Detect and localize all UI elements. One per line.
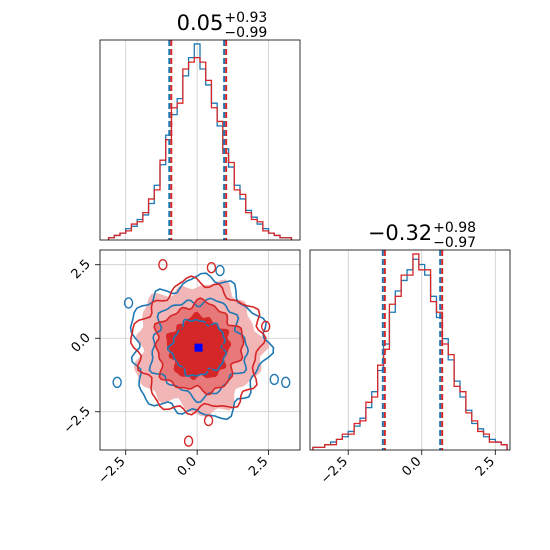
panel-1-title-minus: −0.99 [224,25,267,41]
x-tick-label: −2.5 [96,454,129,487]
red-contour-line [174,321,226,374]
panel-3-gridlines [347,250,496,450]
panel-2-frame [99,249,301,451]
panel-param-2-histogram: −0.32 +0.98 −0.97 −2.5 0.0 2.5 [309,220,511,487]
panel-2-outlier-contours [112,259,291,447]
x-tick-label: 2.5 [473,454,498,479]
red-contour-line [153,297,245,396]
panel-1-quantile-lines [168,40,228,240]
panel-2-x-ticks: −2.5 0.0 2.5 [96,450,271,487]
x-tick-label: 0.0 [175,454,200,479]
panel-3-quantile-lines [381,250,444,450]
panel-joint-contour: 2.5 0.0 −2.5 −2.5 0.0 2.5 [61,249,301,487]
y-tick-label: 2.5 [69,257,94,282]
panel-3-title: −0.32 [368,221,432,245]
panel-3-frame [309,249,511,451]
blue-contour-line [166,318,228,378]
outlier-contour [215,264,225,277]
blue-contour-line [129,272,275,421]
panel-1-title: 0.05 [177,11,224,35]
panel-3-title-median: −0.32 [368,221,432,245]
x-tick-label: 2.5 [246,454,271,479]
histogram-step-series [107,56,293,240]
panel-3-histogram-steps [312,253,508,450]
outlier-contour [269,373,279,386]
histogram-step-series [107,43,293,240]
histogram-step-series [312,253,508,450]
outlier-contour [123,297,134,309]
panel-1-title-plus: +0.93 [224,10,267,26]
x-tick-label: −2.5 [318,454,351,487]
panel-3-title-plus: +0.98 [433,220,476,236]
outlier-contour [281,376,291,389]
panel-1-gridlines [125,40,269,240]
panel-2-y-ticks: 2.5 0.0 −2.5 [61,257,100,437]
outlier-contour [158,259,168,271]
red-contour-line [129,275,267,416]
panel-param-1-histogram: 0.05 +0.93 −0.99 [99,10,301,241]
y-tick-label: −2.5 [61,404,94,437]
outlier-contour [203,414,214,427]
outlier-contour [183,435,194,447]
panel-3-x-ticks: −2.5 0.0 2.5 [318,450,498,487]
panel-2-red-contours [129,275,267,416]
panel-3-title-minus: −0.97 [433,235,476,251]
peak-marker [194,343,203,352]
outlier-contour [112,376,122,389]
panel-1-frame [99,39,301,241]
panel-1-histogram-steps [107,43,293,240]
outlier-contour [206,261,217,274]
x-tick-label: 0.0 [399,454,424,479]
outlier-contour [261,320,271,333]
y-tick-label: 0.0 [69,330,94,355]
panel-1-title-median: 0.05 [177,11,224,35]
